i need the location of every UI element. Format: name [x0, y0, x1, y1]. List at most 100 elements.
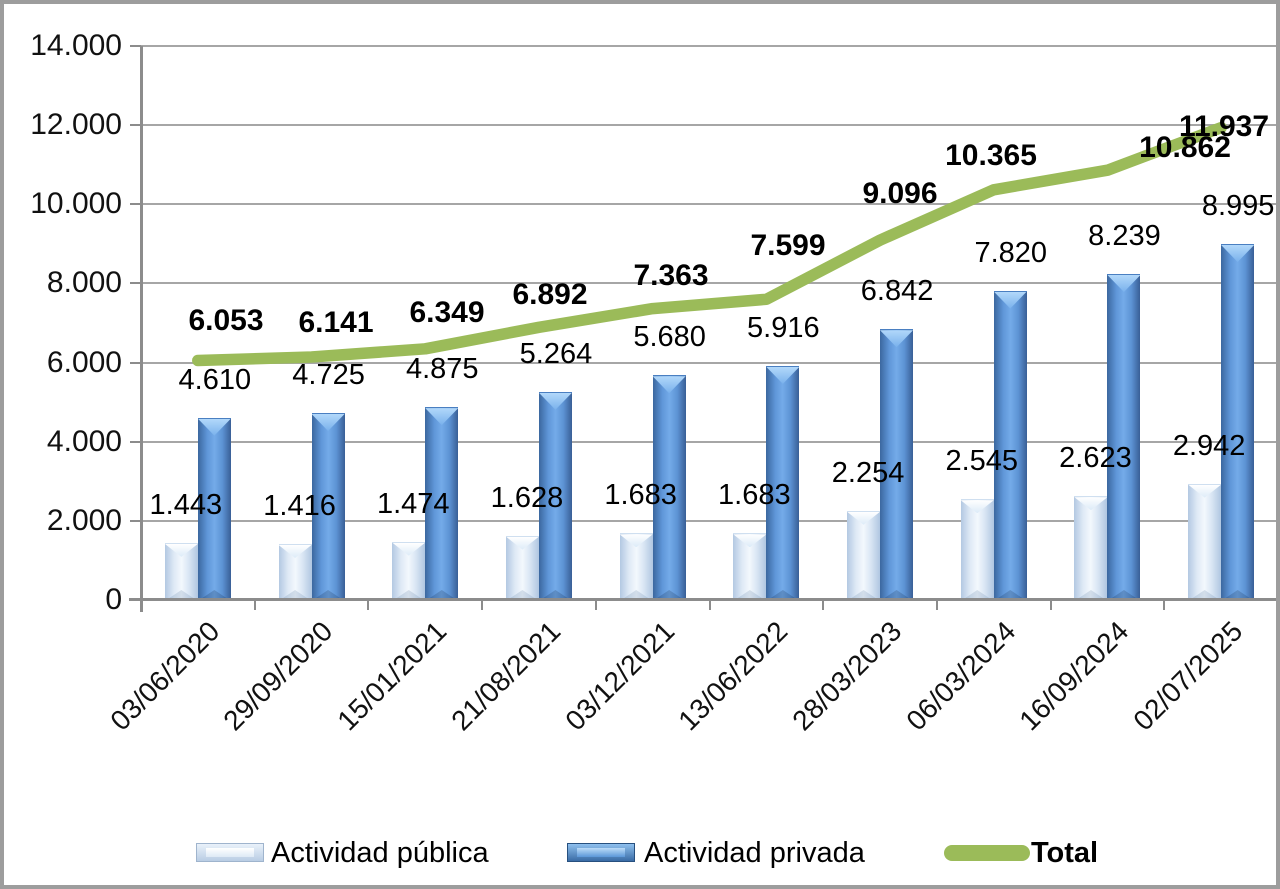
gridline	[141, 45, 1276, 47]
data-label-actividad-publica: 2.545	[945, 445, 1019, 478]
bar-actividad-publica	[392, 541, 426, 601]
y-axis-tick-label: 2.000	[46, 503, 122, 537]
legend-label-total: Total	[1031, 837, 1099, 869]
bar-bottom-shade	[278, 589, 312, 601]
y-axis-tick-label: 8.000	[46, 266, 122, 300]
data-label-actividad-publica: 2.254	[831, 456, 905, 489]
x-axis-label: 16/09/2024	[1013, 615, 1135, 737]
bar-top-highlight	[652, 376, 686, 394]
y-axis-tick	[130, 519, 141, 522]
data-label-actividad-publica: 2.623	[1059, 442, 1132, 475]
bar-actividad-privada	[197, 417, 231, 601]
x-axis-label: 21/08/2021	[445, 615, 567, 737]
bar-actividad-privada	[425, 407, 459, 601]
data-label-actividad-publica: 1.683	[718, 479, 791, 512]
bar-actividad-publica	[960, 499, 994, 601]
gridline	[141, 519, 1276, 522]
bar-top-highlight	[847, 511, 881, 525]
legend-label-actividad-privada: Actividad privada	[644, 837, 865, 869]
bar-bottom-shade	[392, 589, 426, 601]
y-axis-tick-label: 14.000	[30, 29, 122, 62]
data-label-actividad-privada: 8.995	[1201, 190, 1275, 223]
y-axis-tick-label: 4.000	[46, 424, 122, 458]
data-label-actividad-publica: 1.474	[376, 487, 450, 520]
y-axis-tick	[130, 440, 141, 443]
bar-top-highlight	[1107, 274, 1141, 292]
bar-top-highlight	[505, 536, 539, 550]
bar-actividad-publica	[619, 533, 653, 601]
bar-bottom-shade	[197, 589, 231, 601]
bar-bottom-shade	[1107, 589, 1141, 601]
y-axis-tick	[130, 124, 141, 127]
data-label-total: 7.599	[750, 229, 826, 262]
y-axis-tick	[130, 361, 141, 364]
data-label-total: 9.096	[862, 177, 938, 210]
data-label-actividad-privada: 4.875	[405, 353, 479, 386]
plot-right-border	[1276, 46, 1279, 600]
bar-actividad-privada	[1221, 244, 1255, 601]
bar-bottom-shade	[164, 589, 198, 601]
gridline	[141, 440, 1276, 443]
legend-label-actividad-publica: Actividad pública	[271, 837, 489, 869]
bar-bottom-shade	[960, 589, 994, 601]
data-label-total: 6.349	[409, 296, 485, 329]
bar-bottom-shade	[1221, 589, 1255, 601]
bar-actividad-publica	[847, 510, 881, 601]
x-axis-tick	[708, 601, 711, 610]
data-label-actividad-privada: 4.725	[292, 359, 365, 392]
bar-top-highlight	[392, 542, 426, 556]
data-label-actividad-privada: 6.842	[860, 275, 934, 308]
x-axis-line	[129, 598, 1276, 601]
bar-top-highlight	[311, 414, 345, 432]
gridline	[141, 203, 1276, 206]
bar-bottom-shade	[505, 589, 539, 601]
data-label-total: 10.862	[1139, 131, 1231, 164]
x-axis-label: 03/06/2020	[104, 615, 226, 737]
bar-bottom-shade	[847, 589, 881, 601]
bar-top-highlight	[197, 418, 231, 436]
bar-actividad-privada	[1107, 273, 1141, 601]
bar-top-highlight	[164, 543, 198, 557]
bar-actividad-publica	[733, 533, 767, 601]
x-axis-tick	[253, 601, 256, 610]
x-axis-tick	[822, 601, 825, 610]
bar-top-highlight	[619, 534, 653, 548]
y-axis-tick	[130, 203, 141, 206]
data-label-actividad-privada: 8.239	[1088, 219, 1161, 252]
x-axis-tick	[481, 601, 484, 610]
x-axis-label: 28/03/2023	[786, 615, 908, 737]
x-axis-label: 13/06/2022	[672, 615, 794, 737]
x-axis-tick	[594, 601, 597, 610]
y-axis-tick-label: 6.000	[46, 345, 122, 379]
bar-top-highlight	[733, 534, 767, 548]
bar-bottom-shade	[1074, 589, 1108, 601]
data-label-total: 10.365	[945, 139, 1037, 172]
y-axis-tick	[130, 45, 141, 47]
bar-top-highlight	[538, 392, 572, 410]
data-label-total: 7.363	[633, 259, 709, 292]
data-label-actividad-publica: 2.942	[1172, 429, 1246, 462]
bar-bottom-shade	[993, 589, 1027, 601]
bar-top-highlight	[1221, 245, 1255, 263]
bar-top-highlight	[1188, 484, 1222, 498]
y-axis-tick-label: 0	[105, 583, 122, 616]
bar-top-highlight	[880, 330, 914, 348]
x-axis-label: 03/12/2021	[558, 615, 680, 737]
data-label-actividad-privada: 5.680	[633, 321, 706, 354]
data-label-actividad-privada: 5.916	[747, 311, 820, 344]
bar-top-highlight	[960, 500, 994, 514]
data-label-actividad-publica: 1.683	[604, 479, 677, 512]
y-axis-line	[140, 46, 143, 612]
bar-bottom-shade	[1188, 589, 1222, 601]
bar-actividad-publica	[505, 535, 539, 601]
x-axis-label: 29/09/2020	[217, 615, 339, 737]
data-label-actividad-privada: 7.820	[974, 236, 1048, 269]
bar-bottom-shade	[766, 589, 800, 601]
data-label-actividad-publica: 1.416	[263, 489, 336, 522]
bar-actividad-privada	[766, 365, 800, 601]
data-label-actividad-publica: 1.443	[149, 488, 223, 521]
bar-top-highlight	[766, 366, 800, 384]
bar-top-highlight	[278, 544, 312, 558]
y-axis-tick	[130, 282, 141, 285]
bar-actividad-privada	[538, 391, 572, 601]
